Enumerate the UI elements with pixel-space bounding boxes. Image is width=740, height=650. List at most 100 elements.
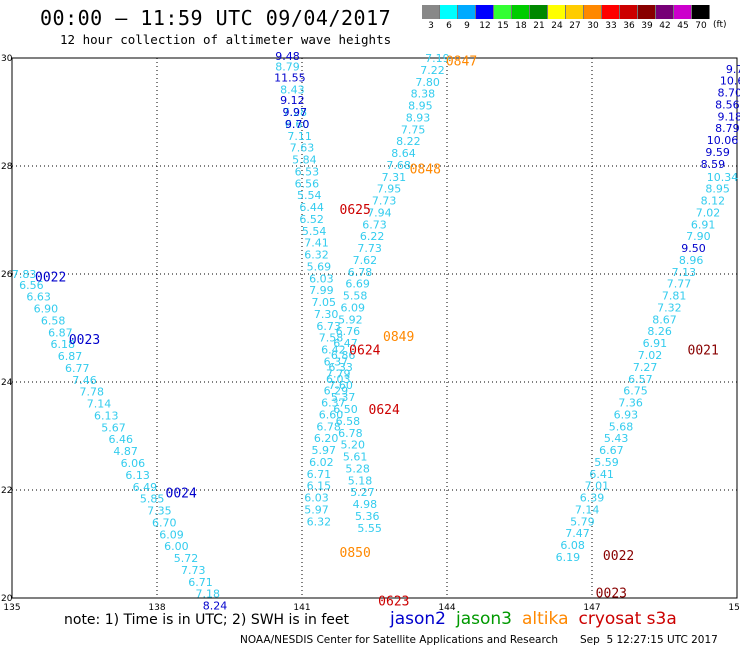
color-scale-swatch [512,5,530,19]
color-scale-label: 6 [446,21,452,31]
wave-height-value: 7.32 [657,301,682,314]
wave-height-value: 8.38 [411,88,436,101]
wave-height-value: 6.58 [336,415,361,428]
wave-height-value: 9.70 [285,118,310,131]
wave-height-value: 7.46 [72,374,97,387]
wave-height-value: 7.81 [662,290,687,303]
color-scale-swatch [656,5,674,19]
wave-height-value: 8.22 [396,135,421,148]
y-tick-label: 28 [1,162,13,172]
wave-height-value: 7.02 [696,206,721,219]
wave-height-value: 5.97 [312,444,337,457]
wave-height-value: 6.87 [58,350,83,363]
wave-height-value: 7.19 [425,52,450,65]
wave-height-value: 8.93 [406,111,431,124]
wave-height-value: 8.95 [408,100,433,113]
wave-height-value: 7.36 [618,397,643,410]
wave-height-value: 9.50 [681,242,706,255]
wave-height-value: 7.58 [319,332,344,345]
wave-height-value: 11.55 [274,71,306,84]
y-tick-label: 26 [1,270,13,280]
plot-frame [11,57,738,599]
wave-height-value: 7.11 [287,130,312,143]
color-scale-swatch [440,5,458,19]
legend-entry: jason3 [456,609,512,629]
wave-height-value: 5.43 [604,432,629,445]
wave-height-value: 6.50 [333,403,358,416]
wave-height-value: 6.06 [121,457,146,470]
wave-height-value: 6.73 [316,320,341,333]
wave-height-value: 6.32 [307,515,332,528]
wave-height-value: 6.44 [299,201,324,214]
wave-height-value: 6.78 [338,427,363,440]
wave-height-value: 7.77 [667,278,692,291]
wave-height-value: 5.55 [357,522,382,535]
wave-height-value: 8.24 [203,600,228,613]
wave-height-value: 5.69 [307,260,332,273]
wave-height-value: 6.39 [580,492,605,505]
color-scale-swatch [422,5,440,19]
y-tick-label: 20 [1,594,13,604]
wave-height-value: 8.70 [718,87,740,100]
x-tick-label: 150 [728,603,740,613]
wave-height-value: 8.79 [275,61,300,74]
color-scale-swatch [476,5,494,19]
wave-height-value: 6.56 [19,279,44,292]
legend-entry: altika [522,609,569,629]
pass-time-label: 0849 [383,330,414,345]
wave-height-value: 5.36 [355,510,380,523]
color-scale-label: 70 [695,21,707,31]
wave-height-value: 6.71 [188,576,213,589]
wave-height-value: 5.67 [101,421,126,434]
wave-height-value: 6.53 [295,165,320,178]
wave-height-value: 5.84 [292,154,317,167]
wave-height-value: 5.58 [343,290,368,303]
wave-height-value: 7.47 [565,527,590,540]
wave-height-value: 5.85 [140,493,165,506]
wave-height-value: 6.49 [133,481,158,494]
pass-time-label: 0850 [340,546,371,561]
wave-height-value: 8.64 [391,147,416,160]
wave-height-value: 7.13 [672,266,697,279]
wave-height-value: 6.29 [324,385,349,398]
wave-height-value: 7.35 [147,505,172,518]
wave-height-value: 6.52 [299,213,324,226]
wave-height-value: 8.43 [280,83,305,96]
wave-height-value: 6.77 [65,362,90,375]
wave-height-value: 6.87 [48,326,73,339]
wave-height-value: 6.57 [628,373,653,386]
color-scale-label: 21 [533,21,545,31]
pass-time-label: 0848 [410,163,441,178]
wave-height-value: 7.68 [386,159,411,172]
y-tick-label: 24 [1,378,13,388]
pass-time-label: 0021 [688,344,719,359]
wave-height-value: 5.28 [345,462,370,475]
wave-height-value: 9.12 [280,94,305,107]
wave-height-value: 6.78 [348,266,373,279]
x-tick-label: 141 [293,603,310,613]
pass-time-label: 0847 [446,55,477,70]
wave-height-value: 7.83 [12,268,37,281]
chart-subtitle: 12 hour collection of altimeter wave hei… [60,32,392,47]
wave-height-value: 8.67 [652,313,677,326]
x-tick-label: 135 [3,603,20,613]
color-scale-label: 27 [569,21,581,31]
wave-height-value: 5.59 [594,456,619,469]
pass-time-label: 0022 [603,549,634,564]
wave-height-value: 7.73 [181,564,206,577]
wave-height-value: 5.27 [350,486,375,499]
credit-line: NOAA/NESDIS Center for Satellite Applica… [240,634,558,646]
color-scale-unit: (ft) [713,20,727,30]
wave-height-value: 6.09 [159,528,184,541]
wave-height-value: 6.86 [331,349,356,362]
wave-height-value: 7.95 [377,183,402,196]
color-scale-label: 39 [641,21,653,31]
wave-height-value: 7.28 [283,106,308,119]
wave-height-value: 7.73 [372,195,397,208]
color-scale-label: 30 [587,21,599,31]
wave-height-value: 7.05 [312,296,337,309]
wave-height-value: 6.91 [691,218,716,231]
y-tick-label: 30 [1,54,13,64]
wave-height-value: 6.71 [307,468,332,481]
color-scale-swatch [692,5,710,19]
